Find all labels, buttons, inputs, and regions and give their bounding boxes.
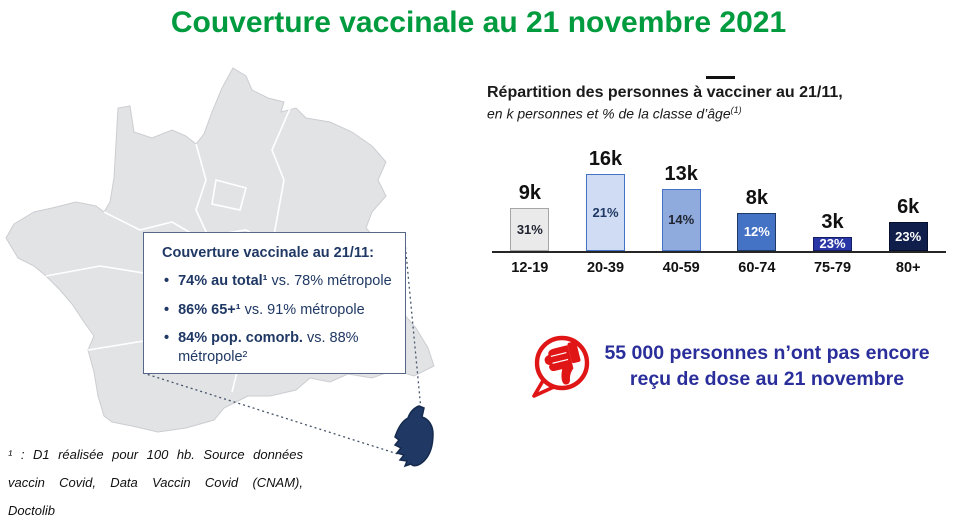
overline-mark (706, 76, 735, 79)
callout-title: Couverture vaccinale au 21/11: (162, 245, 374, 261)
x-axis-label-40-59: 40-59 (662, 260, 700, 276)
bar-40-59: 14% (661, 188, 701, 251)
x-axis-label-80+: 80+ (895, 260, 921, 276)
bar-slot-80+: 6k 23% (870, 196, 946, 251)
bullet-text: 74% au total¹ vs. 78% métropole (178, 273, 392, 289)
bar-20-39: 21% (586, 174, 625, 251)
bar-75-79: 23% (813, 236, 853, 252)
bar-slot-12-19: 9k 31% (492, 182, 568, 251)
chart-header: Répartition des personnes à vacciner au … (487, 84, 843, 122)
bullet-text: 84% pop. comorb. vs. 88% métropole² (178, 330, 359, 365)
bar-value-label-60-74: 8k (745, 186, 768, 209)
thumbs-down-icon (532, 335, 590, 398)
bar-percent-label-60-74: 12% (743, 224, 770, 240)
bar-value-label-75-79: 3k (821, 210, 844, 233)
bar-value-label-80+: 6k (897, 196, 920, 219)
bar-value-label-20-39: 16k (588, 148, 623, 171)
coverage-callout-box: Couverture vaccinale au 21/11: 74% au to… (143, 232, 406, 374)
footnote-line-3: Doctolib (8, 503, 55, 518)
alert-message: 55 000 personnes n’ont pas encore reçu d… (586, 340, 948, 392)
chart-title: Répartition des personnes à vacciner au … (487, 84, 843, 101)
footnote-line-1: ¹ : D1 réalisée pour 100 hb. Source donn… (8, 447, 303, 462)
bar-slot-40-59: 13k 14% (643, 163, 719, 251)
callout-bullet-total: 74% au total¹ vs. 78% métropole (162, 272, 395, 291)
corsica-shape (393, 405, 434, 468)
callout-bullet-65plus: 86% 65+¹ vs. 91% métropole (162, 301, 395, 320)
page-title: Couverture vaccinale au 21 novembre 2021 (170, 6, 787, 39)
thumb-glyph (544, 341, 581, 385)
alert-line-1: 55 000 personnes n’ont pas encore (604, 342, 930, 364)
category-row: 12-19 20-39 40-59 60-74 75-79 80+ (492, 260, 946, 276)
footnote-line-2: vaccin Covid, Data Vaccin Covid (CNAM), (8, 475, 303, 490)
bar-slot-20-39: 16k 21% (568, 148, 644, 251)
bar-percent-label-75-79: 23% (819, 236, 846, 252)
x-axis-label-20-39: 20-39 (586, 260, 625, 276)
alert-line-2: reçu de dose au 21 novembre (629, 368, 905, 390)
bar-plot: 9k 31% 16k 21% 13k 14% 8k 12% 3k 23% 6k 23% (492, 148, 946, 253)
callout-bullet-comorb: 84% pop. comorb. vs. 88% métropole² (162, 329, 395, 366)
bullet-text: 86% 65+¹ vs. 91% métropole (178, 301, 365, 318)
footnote: ¹ : D1 réalisée pour 100 hb. Source donn… (8, 441, 303, 523)
bar-value-label-40-59: 13k (664, 162, 698, 185)
x-axis-label-12-19: 12-19 (511, 260, 549, 276)
bar-value-label-12-19: 9k (518, 181, 541, 204)
subtitle-footnote-marker: (1) (730, 105, 742, 115)
chart-subtitle: en k personnes et % de la classe d’âge(1… (487, 105, 742, 122)
bar-percent-label-12-19: 31% (516, 221, 543, 237)
bar-percent-label-40-59: 14% (668, 212, 695, 228)
bar-percent-label-20-39: 21% (592, 205, 619, 221)
x-axis-label-75-79: 75-79 (813, 260, 852, 276)
bar-slot-60-74: 8k 12% (719, 187, 795, 251)
bar-60-74: 12% (737, 212, 777, 251)
x-axis-label-60-74: 60-74 (738, 260, 776, 276)
bar-80+: 23% (888, 222, 928, 251)
bar-percent-label-80+: 23% (895, 229, 922, 245)
bar-slot-75-79: 3k 23% (795, 211, 871, 251)
bar-12-19: 31% (510, 207, 550, 251)
